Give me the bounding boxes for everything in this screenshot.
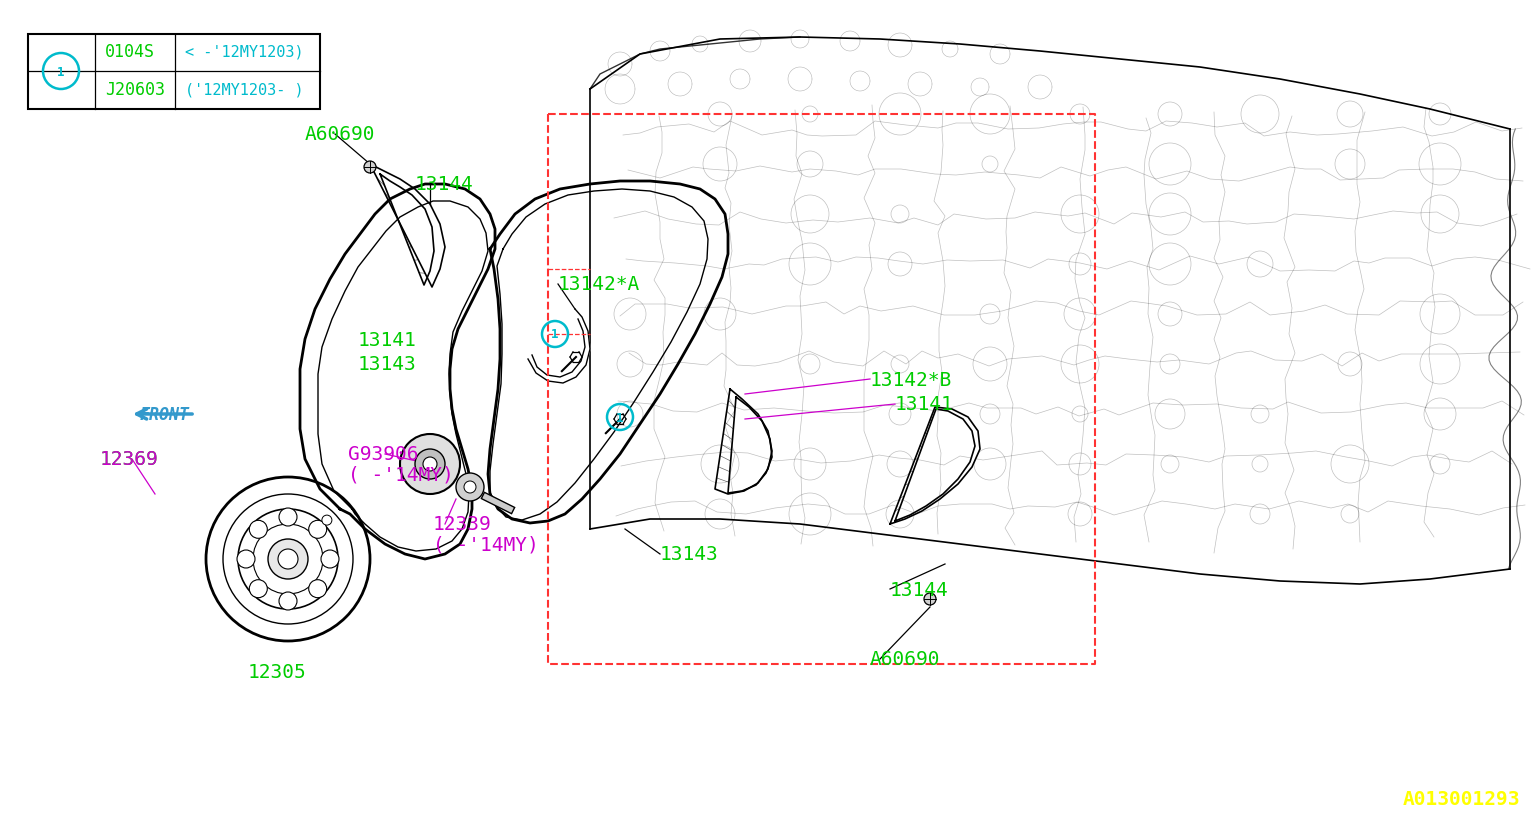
Text: 1: 1: [551, 328, 558, 341]
Circle shape: [309, 580, 326, 598]
Text: 0104S: 0104S: [105, 43, 155, 61]
Circle shape: [309, 521, 326, 538]
Text: J20603: J20603: [105, 81, 165, 99]
Text: 13142*A: 13142*A: [558, 275, 640, 294]
Circle shape: [321, 515, 332, 525]
Text: 13141: 13141: [358, 330, 417, 349]
Text: 12369: 12369: [100, 450, 158, 469]
Circle shape: [400, 434, 460, 495]
Circle shape: [365, 162, 375, 174]
Circle shape: [415, 449, 444, 480]
Text: < -'12MY1203): < -'12MY1203): [185, 45, 303, 60]
Circle shape: [278, 509, 297, 526]
Text: 1: 1: [617, 411, 624, 424]
Text: A60690: A60690: [871, 650, 941, 669]
Circle shape: [278, 592, 297, 610]
Circle shape: [455, 473, 484, 501]
Circle shape: [249, 580, 268, 598]
Bar: [28, 35, 320, 110]
Text: ('12MY1203- ): ('12MY1203- ): [185, 83, 303, 98]
Polygon shape: [715, 390, 772, 495]
Circle shape: [278, 549, 298, 569]
Circle shape: [237, 550, 255, 568]
Polygon shape: [528, 309, 591, 384]
Text: G93906: G93906: [348, 445, 418, 464]
Text: 1: 1: [57, 65, 65, 79]
Circle shape: [423, 457, 437, 471]
Text: 13142*B: 13142*B: [871, 370, 952, 389]
Text: A013001293: A013001293: [1403, 790, 1520, 809]
Text: ( -'14MY): ( -'14MY): [348, 465, 454, 484]
Circle shape: [268, 539, 308, 579]
Circle shape: [249, 521, 268, 538]
Text: 12305: 12305: [248, 662, 306, 681]
Text: 13144: 13144: [415, 175, 474, 194]
Circle shape: [464, 481, 475, 494]
Text: 13143: 13143: [358, 355, 417, 374]
Text: FRONT: FRONT: [140, 405, 191, 423]
Text: 13143: 13143: [660, 545, 718, 564]
Circle shape: [321, 550, 338, 568]
Text: A60690: A60690: [305, 126, 375, 145]
Polygon shape: [371, 165, 444, 288]
Text: ( -'14MY): ( -'14MY): [434, 535, 538, 554]
Text: 12339: 12339: [434, 515, 492, 534]
Text: 13144: 13144: [891, 580, 949, 599]
Text: 12369: 12369: [100, 450, 158, 469]
Polygon shape: [891, 408, 980, 524]
Text: 13141: 13141: [895, 395, 954, 414]
Circle shape: [924, 593, 937, 605]
